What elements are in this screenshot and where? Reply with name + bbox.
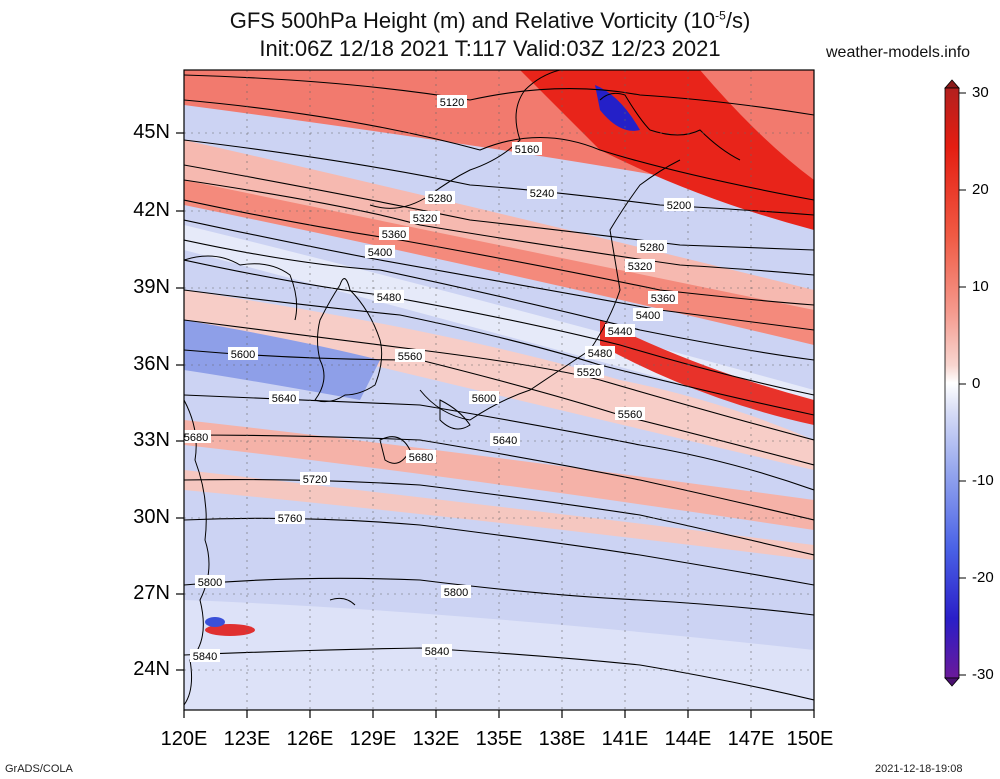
contour-label-bg — [527, 186, 557, 199]
contour-label: 5360 — [382, 229, 406, 241]
contour-label: 5560 — [398, 351, 422, 363]
lon-label-132e: 132E — [412, 728, 460, 750]
colorbar — [944, 79, 966, 687]
contour-label: 5760 — [278, 513, 302, 525]
contour-label-bg — [512, 142, 542, 155]
colorbar-label-neg30: -30 — [972, 666, 994, 683]
colorbar-label-0: 0 — [972, 375, 981, 392]
coastlines — [184, 70, 741, 706]
lat-label-42n: 42N — [133, 199, 170, 221]
colorbar-label-30: 30 — [972, 84, 989, 101]
contour-label: 5840 — [193, 651, 217, 663]
contour-label-bg — [490, 433, 520, 446]
contour-label: 5680 — [409, 452, 433, 464]
contour-label-bg — [269, 391, 299, 404]
contour-label: 5480 — [377, 292, 401, 304]
contour-label-bg — [190, 649, 220, 662]
footer-timestamp: 2021-12-18-19:08 — [875, 763, 963, 775]
axis-ticks — [176, 132, 815, 718]
lat-label-45n: 45N — [133, 121, 170, 143]
contour-label-bg — [181, 430, 211, 443]
contour-label: 5640 — [272, 393, 296, 405]
contour-label-bg — [406, 450, 436, 463]
contour-label-bg — [410, 211, 440, 224]
contour-label-bg — [228, 347, 258, 360]
contour-label: 5560 — [618, 409, 642, 421]
colorbar-label-neg20: -20 — [972, 569, 994, 586]
contour-label: 5800 — [198, 577, 222, 589]
contour-label-bg — [625, 259, 655, 272]
contour-label-bg — [275, 511, 305, 524]
lon-label-126e: 126E — [286, 728, 334, 750]
lat-label-27n: 27N — [133, 582, 170, 604]
contour-label: 5680 — [184, 432, 208, 444]
contour-label-bg — [425, 191, 455, 204]
lat-label-36n: 36N — [133, 353, 170, 375]
chart-title-line2: Init:06Z 12/18 2021 T:117 Valid:03Z 12/2… — [259, 36, 721, 61]
contour-label: 5280 — [428, 193, 452, 205]
lon-label-144e: 144E — [664, 728, 712, 750]
lat-label-24n: 24N — [133, 658, 170, 680]
contour-label-bg — [605, 324, 635, 337]
contour-label: 5160 — [515, 144, 539, 156]
contour-label-bg — [379, 227, 409, 240]
contour-label: 5240 — [530, 188, 554, 200]
lat-label-39n: 39N — [133, 276, 170, 298]
contour-label: 5600 — [231, 349, 255, 361]
contour-label-bg — [374, 290, 404, 303]
lon-label-138e: 138E — [538, 728, 586, 750]
contour-label-bg — [574, 365, 604, 378]
lon-label-123e: 123E — [223, 728, 271, 750]
contour-label: 5800 — [444, 587, 468, 599]
lon-label-120e: 120E — [160, 728, 208, 750]
lon-label-141e: 141E — [601, 728, 649, 750]
contour-label-bg — [300, 472, 330, 485]
height-contours — [184, 74, 814, 701]
colorbar-label-10: 10 — [972, 278, 989, 295]
contour-label: 5320 — [413, 213, 437, 225]
contour-label: 5520 — [577, 367, 601, 379]
contour-label: 5200 — [667, 200, 691, 212]
lon-label-147e: 147E — [727, 728, 775, 750]
lon-label-135e: 135E — [475, 728, 523, 750]
contour-label-bg — [637, 240, 667, 253]
footer-software: GrADS/COLA — [5, 763, 73, 775]
contour-label: 5720 — [303, 474, 327, 486]
contour-label-bg — [615, 407, 645, 420]
site-credit: weather-models.info — [826, 44, 971, 61]
contour-label-bg — [441, 585, 471, 598]
contour-label-bg — [437, 95, 467, 108]
contour-label: 5440 — [608, 326, 632, 338]
contour-label: 5120 — [440, 97, 464, 109]
contour-label: 5600 — [472, 393, 496, 405]
lat-label-33n: 33N — [133, 429, 170, 451]
vorticity-field — [184, 70, 814, 710]
contour-label-bg — [365, 245, 395, 258]
chart-title-line1: GFS 500hPa Height (m) and Relative Vorti… — [229, 8, 751, 33]
colorbar-label-20: 20 — [972, 181, 989, 198]
contour-label-bg — [195, 575, 225, 588]
lon-label-150e: 150E — [786, 728, 834, 750]
contour-label-bg — [633, 308, 663, 321]
contour-label: 5640 — [493, 435, 517, 447]
contour-label: 5360 — [651, 293, 675, 305]
contour-label-bg — [469, 391, 499, 404]
contour-label: 5280 — [640, 242, 664, 254]
contour-label: 5840 — [425, 646, 449, 658]
contour-label: 5400 — [636, 310, 660, 322]
graticule — [184, 70, 814, 710]
contour-label-bg — [664, 198, 694, 211]
contour-label: 5400 — [368, 247, 392, 259]
lon-label-129e: 129E — [349, 728, 397, 750]
contour-label: 5320 — [628, 261, 652, 273]
contour-label-bg — [585, 346, 615, 359]
contour-label-bg — [648, 291, 678, 304]
contour-label-bg — [422, 644, 452, 657]
contour-label-group: 5120 5160 5200 5240 5280 5320 5360 5400 5440 5480… — [181, 95, 694, 663]
contour-label-bg — [395, 349, 425, 362]
contour-label: 5480 — [588, 348, 612, 360]
colorbar-label-neg10: -10 — [972, 472, 994, 489]
lat-label-30n: 30N — [133, 506, 170, 528]
